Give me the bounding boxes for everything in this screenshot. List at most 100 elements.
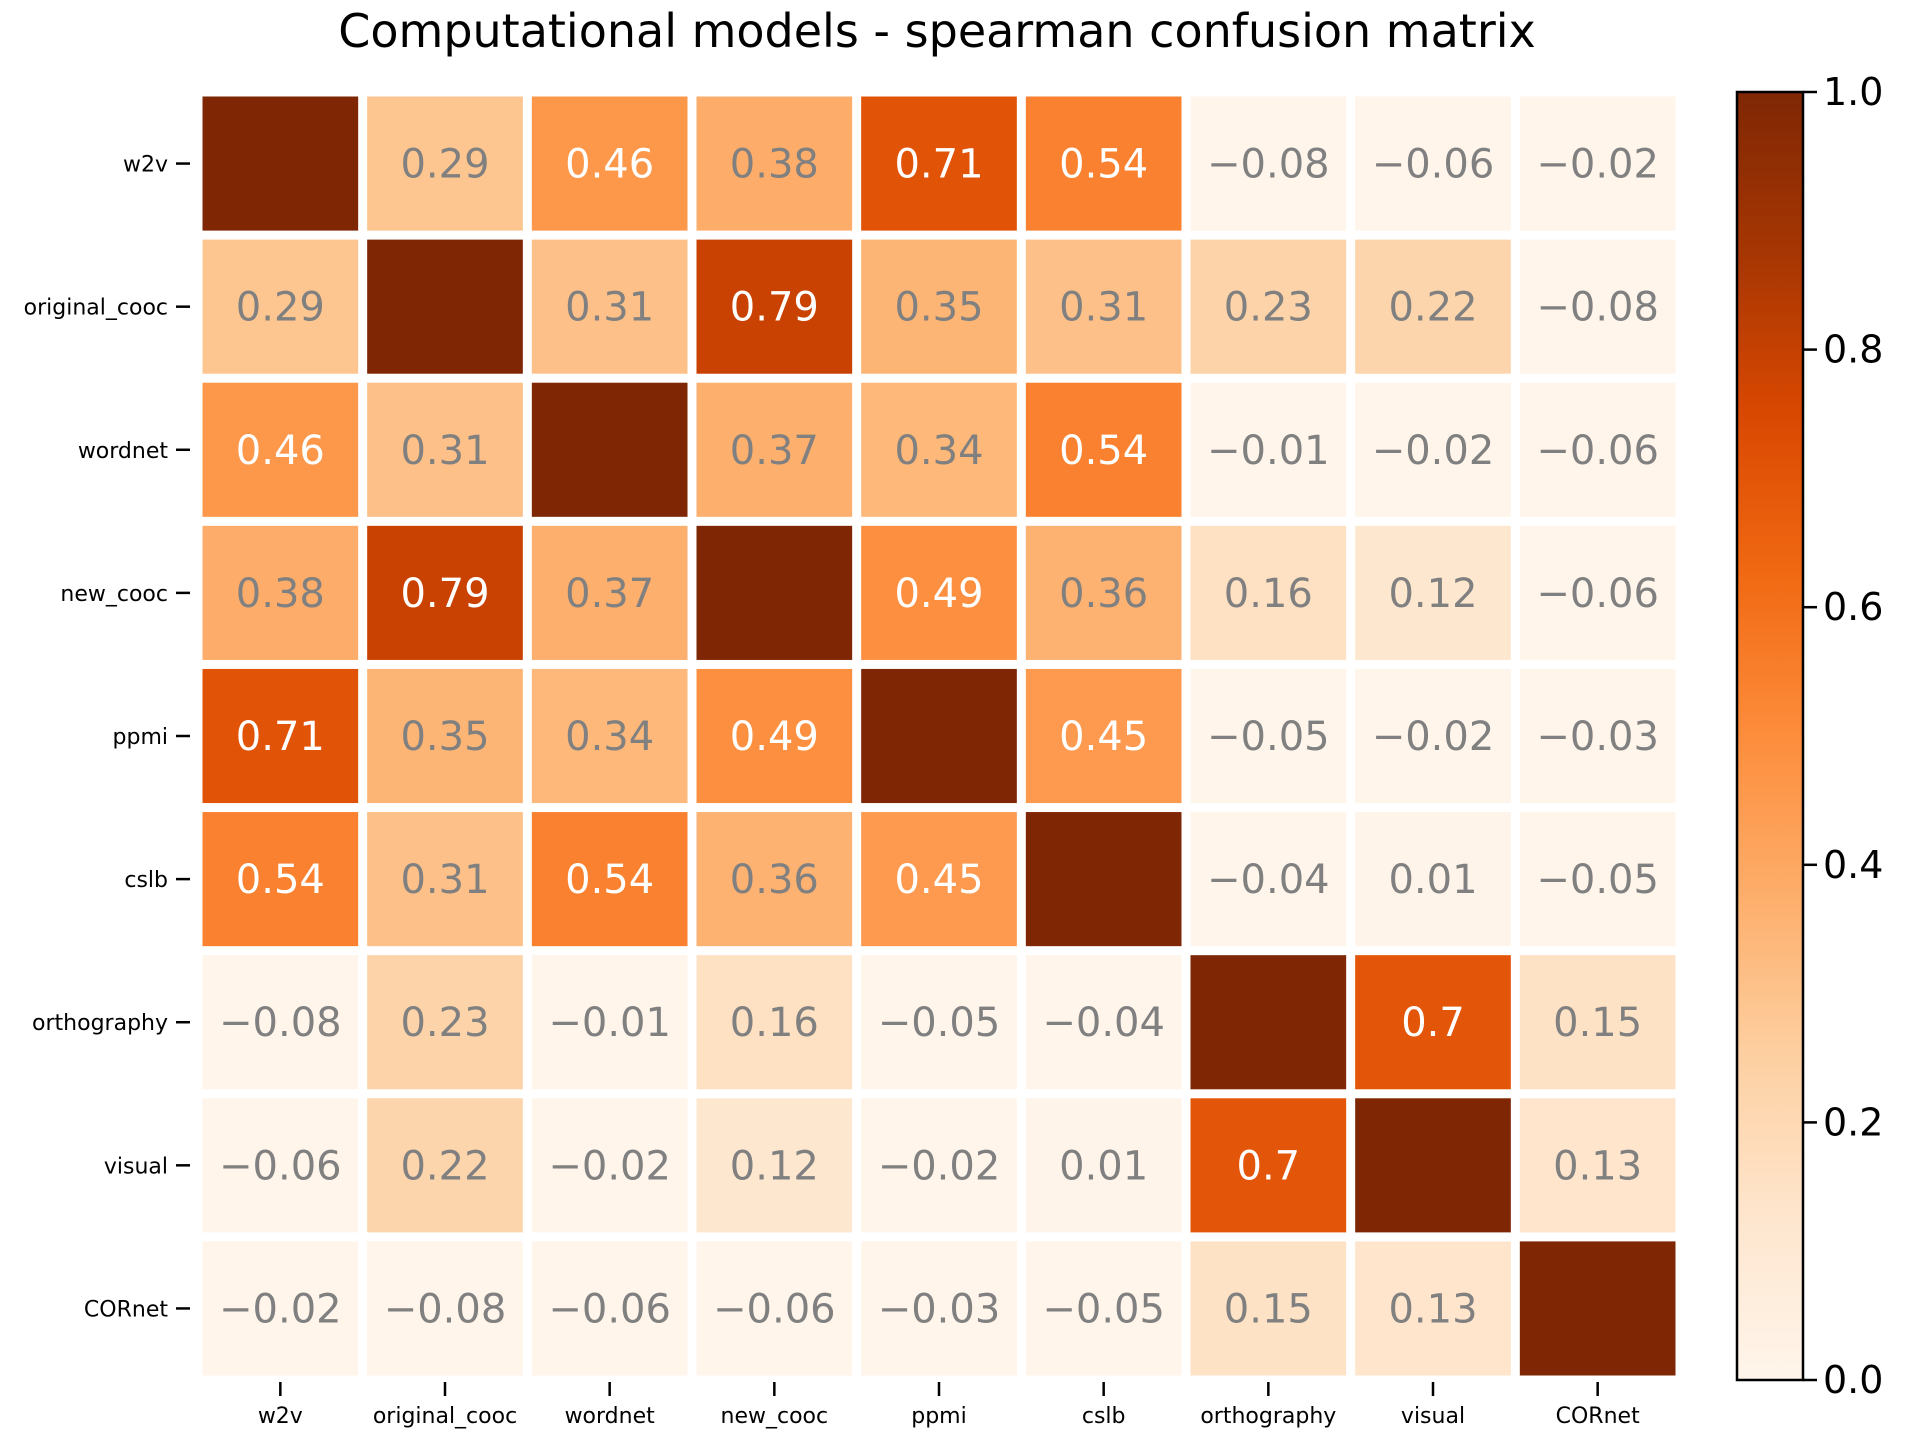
cell-value-label: 0.34	[565, 714, 654, 760]
heatmap-cell	[1025, 239, 1182, 374]
heatmap-cell	[1355, 239, 1511, 374]
cell-value-label: 0.36	[730, 857, 819, 903]
cell-value-label: 0.01	[1388, 857, 1477, 903]
heatmap-cell	[202, 525, 359, 660]
heatmap-cell	[531, 812, 688, 947]
heatmap-cell	[202, 812, 359, 947]
heatmap-cell	[861, 668, 1017, 804]
x-axis: w2v original_cooc wordnet new_cooc ppmi cslb o…	[258, 1382, 1640, 1429]
heatmap-cell	[696, 812, 853, 947]
cell-value-label: 0.46	[565, 142, 654, 188]
heatmap-cell	[861, 1241, 1017, 1376]
heatmap-cell	[531, 239, 688, 374]
cell-value-label: 0.16	[1224, 571, 1313, 617]
cell-value-label: −0.02	[878, 1143, 1001, 1189]
heatmap-cell	[861, 1098, 1017, 1233]
cell-value-label: −0.08	[1536, 285, 1659, 331]
heatmap-cell	[696, 955, 853, 1090]
cell-value-label: 0.15	[1553, 1000, 1642, 1046]
cell-value-label: 0.35	[894, 285, 983, 331]
heatmap-cell	[367, 955, 523, 1090]
cell-value-label: 0.29	[400, 142, 489, 188]
cell-value-label: 0.01	[1059, 1143, 1148, 1189]
cell-value-label: 0.7	[1401, 1000, 1465, 1046]
heatmap-cell	[367, 668, 523, 804]
heatmap-cell	[1190, 955, 1347, 1090]
heatmap-cell	[1519, 239, 1676, 374]
cell-value-label: −0.02	[1536, 142, 1659, 188]
cell-value-label: −0.02	[1372, 428, 1495, 474]
cell-value-label: −0.03	[878, 1286, 1001, 1332]
heatmap-cell	[1025, 525, 1182, 660]
heatmap-cell	[1190, 382, 1347, 517]
heatmap-cell	[531, 668, 688, 804]
cell-value-label: −0.05	[1042, 1286, 1165, 1332]
heatmap-cell	[696, 96, 853, 231]
y-tick-label: ppmi	[113, 725, 168, 750]
cell-value-label: 0.79	[400, 571, 489, 617]
heatmap-cell	[531, 96, 688, 231]
y-tick-label: visual	[104, 1154, 168, 1179]
heatmap-cell	[861, 96, 1017, 231]
cell-value-label: −0.06	[713, 1286, 836, 1332]
cell-value-label: −0.02	[548, 1143, 671, 1189]
cell-value-label: 0.34	[894, 428, 983, 474]
cell-value-label: 0.29	[236, 285, 325, 331]
heatmap-cell	[202, 955, 359, 1090]
heatmap-cell	[1190, 1098, 1347, 1233]
heatmap-cell	[1519, 668, 1676, 804]
heatmap-cell	[1190, 239, 1347, 374]
cell-value-label: 0.23	[400, 1000, 489, 1046]
cell-value-label: −0.05	[1536, 857, 1659, 903]
cell-value-label: 0.13	[1553, 1143, 1642, 1189]
heatmap-cell	[1025, 1241, 1182, 1376]
heatmap-cell	[1190, 1241, 1347, 1376]
heatmap-cell	[202, 668, 359, 804]
chart-title: Computational models - spearman confusio…	[338, 4, 1535, 58]
cell-value-label: −0.02	[219, 1286, 342, 1332]
cell-value-label: 0.79	[730, 285, 819, 331]
heatmap-cell	[367, 96, 523, 231]
heatmap-cell	[1519, 1241, 1676, 1376]
heatmap-cell	[1355, 525, 1511, 660]
heatmap-cell	[1519, 96, 1676, 231]
cell-value-label: 0.37	[565, 571, 654, 617]
heatmap-cell	[696, 668, 853, 804]
heatmap-cell	[531, 525, 688, 660]
heatmap-cell	[531, 955, 688, 1090]
x-tick-label: visual	[1401, 1404, 1465, 1429]
heatmap-cell	[1519, 525, 1676, 660]
colorbar-tick-label: 0.8	[1823, 328, 1883, 372]
heatmap-cell-labels: 0.29 0.46 0.38 0.71 0.54 −0.08 −0.06 −0.02 0.29 0…	[219, 142, 1659, 1333]
cell-value-label: −0.08	[384, 1286, 507, 1332]
heatmap-cell	[1025, 668, 1182, 804]
cell-value-label: 0.45	[894, 857, 983, 903]
heatmap-cell	[1355, 955, 1511, 1090]
heatmap-cell	[367, 1098, 523, 1233]
heatmap-cell	[1519, 382, 1676, 517]
cell-value-label: 0.49	[894, 571, 983, 617]
heatmap-cell	[696, 525, 853, 660]
heatmap-cell	[367, 1241, 523, 1376]
x-tick-label: original_cooc	[373, 1404, 517, 1429]
heatmap-cell	[861, 239, 1017, 374]
heatmap-cell	[531, 1241, 688, 1376]
heatmap-cell	[1355, 382, 1511, 517]
cell-value-label: 0.54	[1059, 428, 1148, 474]
cell-value-label: −0.03	[1536, 714, 1659, 760]
heatmap-cell	[202, 382, 359, 517]
heatmap-cell	[1190, 668, 1347, 804]
heatmap-cell	[1519, 955, 1676, 1090]
heatmap-cell	[1025, 1098, 1182, 1233]
y-tick-label: wordnet	[78, 439, 169, 464]
heatmap-cell	[1519, 812, 1676, 947]
heatmap-cell	[861, 812, 1017, 947]
cell-value-label: −0.06	[1372, 142, 1495, 188]
x-tick-label: new_cooc	[721, 1404, 829, 1429]
cell-value-label: 0.31	[1059, 285, 1148, 331]
heatmap-cell	[1025, 96, 1182, 231]
cell-value-label: −0.01	[548, 1000, 671, 1046]
heatmap-cell	[861, 955, 1017, 1090]
